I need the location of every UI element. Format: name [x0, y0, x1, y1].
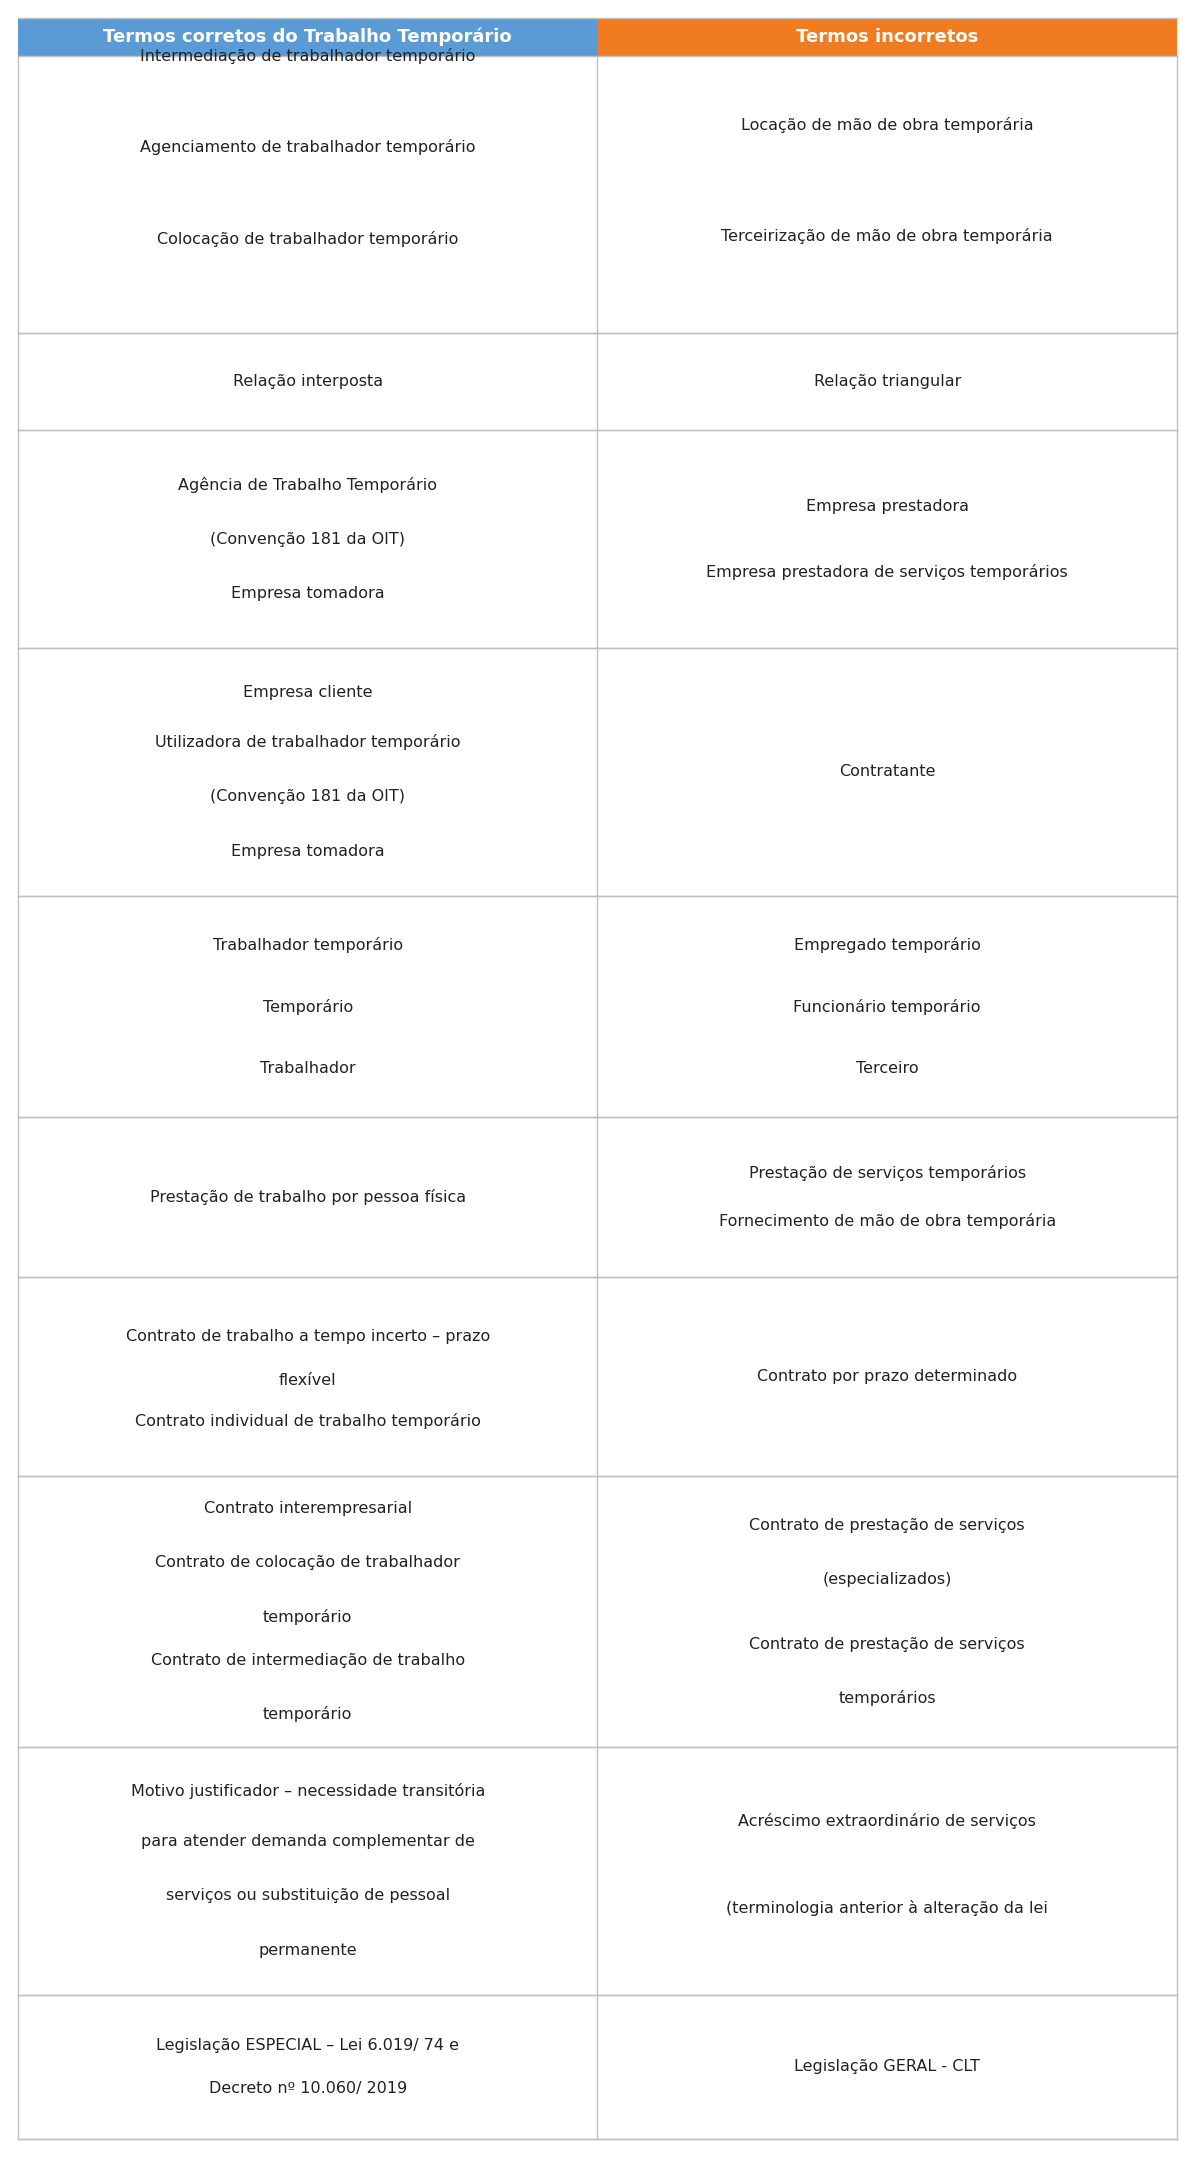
Text: Utilizadora de trabalhador temporário: Utilizadora de trabalhador temporário: [155, 733, 460, 751]
Text: Terceiro: Terceiro: [856, 1061, 919, 1076]
Text: Termos corretos do Trabalho Temporário: Termos corretos do Trabalho Temporário: [104, 28, 513, 45]
Bar: [598, 647, 1177, 895]
Text: Prestação de trabalho por pessoa física: Prestação de trabalho por pessoa física: [149, 1189, 466, 1206]
Text: Agência de Trabalho Temporário: Agência de Trabalho Temporário: [178, 477, 437, 492]
Bar: [598, 1747, 1177, 1995]
Text: flexível: flexível: [278, 1374, 337, 1389]
Text: Agenciamento de trabalhador temporário: Agenciamento de trabalhador temporário: [140, 140, 476, 155]
Bar: [18, 647, 597, 895]
Text: temporários: temporários: [839, 1691, 936, 1706]
Bar: [598, 1995, 1177, 2140]
Bar: [18, 17, 597, 56]
Bar: [598, 895, 1177, 1117]
Text: Empresa cliente: Empresa cliente: [243, 684, 373, 699]
Text: Contrato de prestação de serviços: Contrato de prestação de serviços: [749, 1519, 1025, 1534]
Text: Terceirização de mão de obra temporária: Terceirização de mão de obra temporária: [722, 229, 1053, 244]
Text: Intermediação de trabalhador temporário: Intermediação de trabalhador temporário: [140, 47, 476, 65]
Text: Fornecimento de mão de obra temporária: Fornecimento de mão de obra temporária: [718, 1212, 1056, 1229]
Bar: [18, 56, 597, 332]
Text: Termos incorretos: Termos incorretos: [796, 28, 979, 45]
Text: Empresa tomadora: Empresa tomadora: [231, 587, 385, 602]
Text: Trabalhador temporário: Trabalhador temporário: [213, 936, 403, 953]
Text: Colocação de trabalhador temporário: Colocação de trabalhador temporário: [157, 231, 459, 246]
Text: Contrato de colocação de trabalhador: Contrato de colocação de trabalhador: [155, 1555, 460, 1570]
Text: permanente: permanente: [258, 1943, 357, 1959]
Text: Contrato de intermediação de trabalho: Contrato de intermediação de trabalho: [151, 1652, 465, 1667]
Text: Locação de mão de obra temporária: Locação de mão de obra temporária: [741, 116, 1034, 134]
Text: temporário: temporário: [263, 1706, 353, 1721]
Text: Acréscimo extraordinário de serviços: Acréscimo extraordinário de serviços: [739, 1814, 1036, 1829]
Text: para atender demanda complementar de: para atender demanda complementar de: [141, 1833, 474, 1849]
Text: (especializados): (especializados): [822, 1572, 952, 1588]
Text: Prestação de serviços temporários: Prestação de serviços temporários: [749, 1165, 1025, 1182]
Bar: [18, 1475, 597, 1747]
Text: Legislação GERAL - CLT: Legislação GERAL - CLT: [795, 2060, 980, 2075]
Text: Empresa prestadora: Empresa prestadora: [805, 498, 969, 513]
Text: serviços ou substituição de pessoal: serviços ou substituição de pessoal: [166, 1887, 449, 1902]
Bar: [598, 1117, 1177, 1277]
Text: Contrato interempresarial: Contrato interempresarial: [203, 1501, 412, 1516]
Text: Contratante: Contratante: [839, 764, 936, 779]
Text: Legislação ESPECIAL – Lei 6.019/ 74 e: Legislação ESPECIAL – Lei 6.019/ 74 e: [157, 2038, 459, 2053]
Text: Empregado temporário: Empregado temporário: [793, 936, 981, 953]
Text: (terminologia anterior à alteração da lei: (terminologia anterior à alteração da le…: [727, 1900, 1048, 1915]
Text: temporário: temporário: [263, 1609, 353, 1624]
Text: Contrato de trabalho a tempo incerto – prazo: Contrato de trabalho a tempo incerto – p…: [125, 1329, 490, 1344]
Bar: [18, 1747, 597, 1995]
Bar: [598, 56, 1177, 332]
Text: Funcionário temporário: Funcionário temporário: [793, 999, 981, 1014]
Text: Empresa prestadora de serviços temporários: Empresa prestadora de serviços temporári…: [706, 563, 1068, 580]
Text: Decreto nº 10.060/ 2019: Decreto nº 10.060/ 2019: [209, 2082, 406, 2097]
Bar: [18, 1995, 597, 2140]
Text: Contrato por prazo determinado: Contrato por prazo determinado: [758, 1370, 1017, 1385]
Text: (Convenção 181 da OIT): (Convenção 181 da OIT): [210, 789, 405, 805]
Text: Trabalhador: Trabalhador: [261, 1061, 356, 1076]
Text: Relação triangular: Relação triangular: [814, 375, 961, 388]
Bar: [598, 332, 1177, 431]
Bar: [18, 895, 597, 1117]
Text: (Convenção 181 da OIT): (Convenção 181 da OIT): [210, 531, 405, 546]
Bar: [598, 1475, 1177, 1747]
Text: Empresa tomadora: Empresa tomadora: [231, 843, 385, 858]
Text: Relação interposta: Relação interposta: [233, 375, 382, 388]
Bar: [18, 332, 597, 431]
Bar: [18, 1277, 597, 1475]
Bar: [598, 1277, 1177, 1475]
Bar: [598, 17, 1177, 56]
Bar: [598, 431, 1177, 647]
Text: Contrato individual de trabalho temporário: Contrato individual de trabalho temporár…: [135, 1413, 480, 1428]
Text: Contrato de prestação de serviços: Contrato de prestação de serviços: [749, 1637, 1025, 1652]
Text: Motivo justificador – necessidade transitória: Motivo justificador – necessidade transi…: [130, 1784, 485, 1799]
Bar: [18, 1117, 597, 1277]
Bar: [18, 431, 597, 647]
Text: Temporário: Temporário: [263, 999, 353, 1014]
